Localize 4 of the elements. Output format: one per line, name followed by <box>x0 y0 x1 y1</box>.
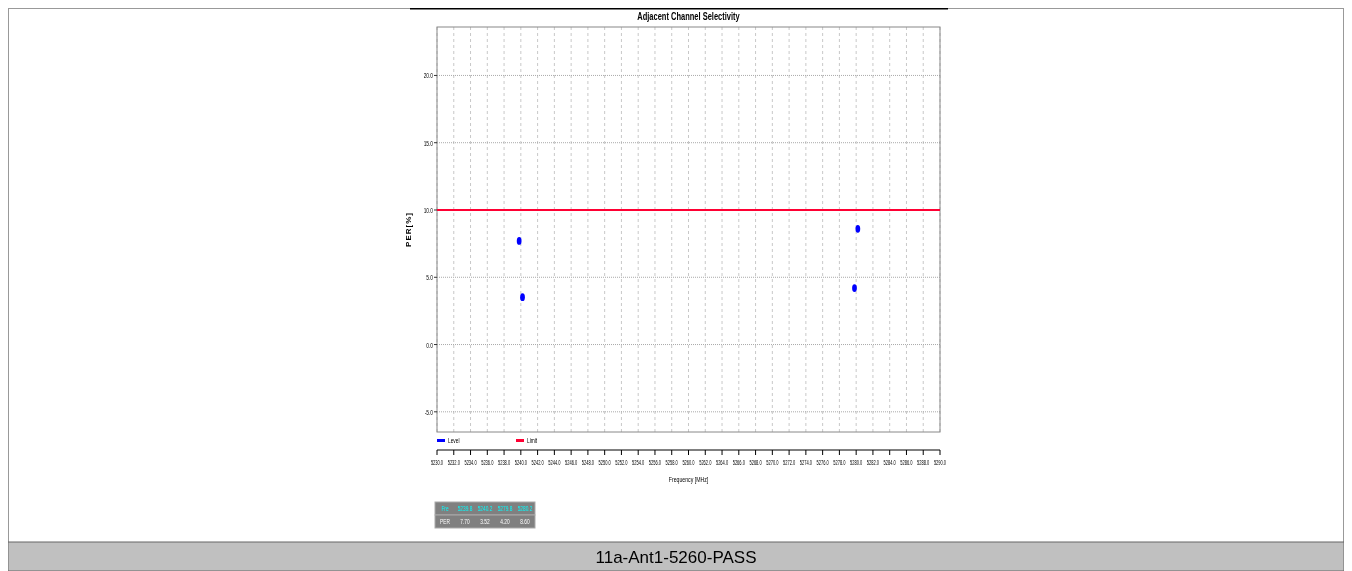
point <box>516 237 522 245</box>
chart-title: Adjacent Channel Selectivity <box>637 10 740 23</box>
y-axis-title: PER[%] <box>404 212 413 247</box>
text: 11a-Ant1-5260-PASS <box>595 548 757 567</box>
